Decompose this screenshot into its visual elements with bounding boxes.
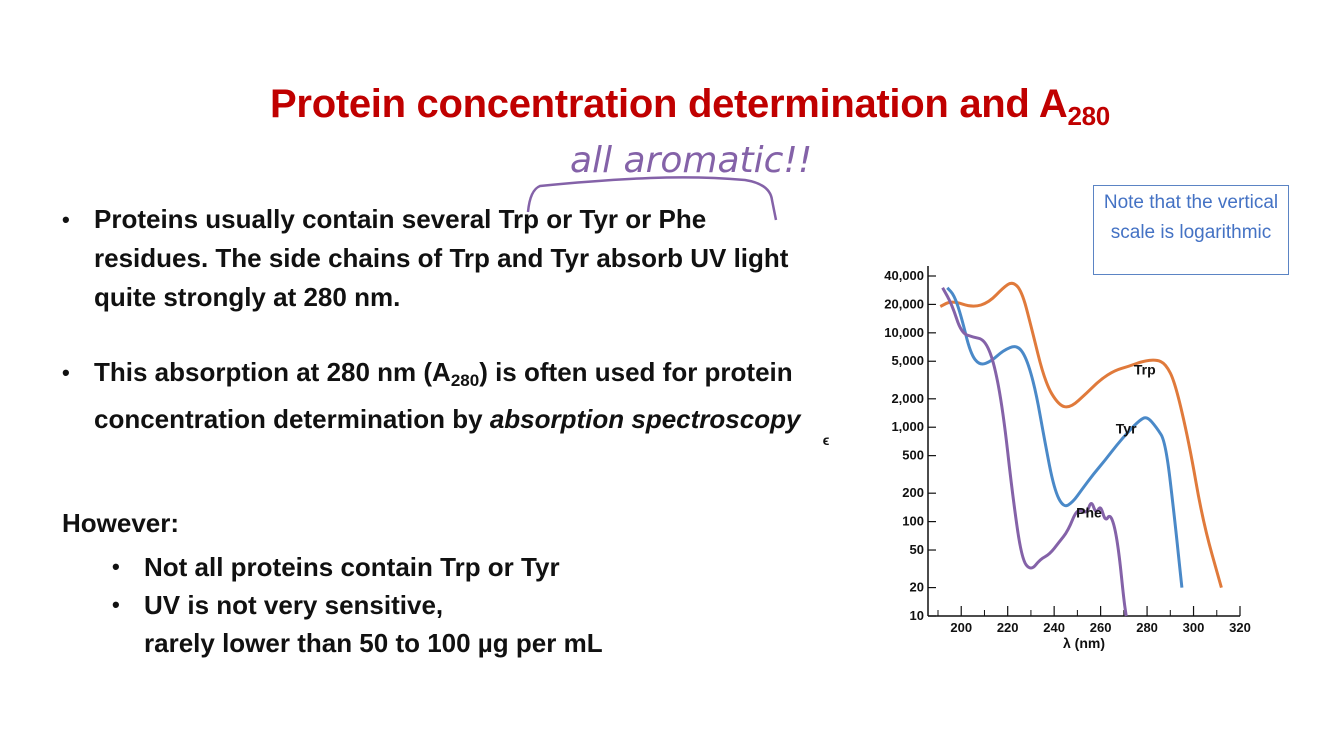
y-tick-label: 200	[902, 485, 924, 500]
bullet-dot-icon: •	[62, 207, 70, 232]
sub-bullet-list: • Not all proteins contain Trp or Tyr • …	[112, 548, 603, 662]
y-tick-label: 1,000	[891, 419, 924, 434]
x-tick-label: 200	[950, 620, 972, 635]
curve-label-trp: Trp	[1134, 362, 1156, 378]
x-tick-label: 300	[1183, 620, 1205, 635]
bullet-text: Proteins usually contain several Trp or …	[94, 204, 789, 312]
bullet-dot-icon: •	[112, 554, 120, 579]
sub-bullet-text: UV is not very sensitive,	[144, 590, 444, 620]
bullet-list: • Proteins usually contain several Trp o…	[62, 200, 822, 439]
y-axis-title: ϵ	[823, 432, 830, 448]
bullet-subscript: 280	[450, 371, 480, 390]
y-tick-label: 20,000	[884, 296, 924, 311]
x-tick-label: 320	[1229, 620, 1251, 635]
sub-bullet-text: Not all proteins contain Trp or Tyr	[144, 552, 560, 582]
y-tick-label: 500	[902, 448, 924, 463]
series-line-tyr	[946, 286, 1184, 588]
slide-title-subscript: 280	[1067, 101, 1110, 131]
curve-label-phe: Phe	[1076, 505, 1102, 521]
x-axis-title: λ (nm)	[1063, 635, 1105, 651]
series-line-phe	[941, 287, 1128, 617]
y-tick-label: 20	[910, 580, 924, 595]
y-tick-label: 40,000	[884, 268, 924, 283]
bullet-dot-icon: •	[112, 592, 120, 617]
chart-labels: Trp Tyr Phe	[1076, 362, 1155, 521]
absorbance-chart: 10 20 50 100 200 500 1,000 2,000 5,000 10,000 20,0…	[823, 266, 1251, 651]
handwritten-note-text: all aromatic!!	[570, 140, 812, 181]
bullet-italic-text: absorption spectroscopy	[489, 404, 801, 434]
x-tick-label: 280	[1136, 620, 1158, 635]
chart-axes: 10 20 50 100 200 500 1,000 2,000 5,000 10,000 20,0…	[823, 266, 1251, 651]
sub-bullet-item: • UV is not very sensitive, rarely lower…	[112, 586, 603, 662]
y-tick-label: 10	[910, 608, 924, 623]
series-line-trp	[939, 281, 1223, 589]
bullet-dot-icon: •	[62, 360, 70, 385]
slide-title: Protein concentration determination and …	[0, 82, 1334, 132]
y-tick-label: 2,000	[891, 391, 924, 406]
x-tick-label: 260	[1090, 620, 1112, 635]
x-tick-label: 220	[997, 620, 1019, 635]
y-tick-label: 5,000	[891, 353, 924, 368]
y-tick-label: 100	[902, 514, 924, 529]
note-text: Note that the vertical scale is logarith…	[1103, 192, 1279, 243]
however-label: However:	[62, 508, 180, 538]
bullet-text-part1: This absorption at 280 nm (A	[94, 357, 451, 387]
slide-title-text: Protein concentration determination and …	[270, 82, 1068, 126]
bullet-item: • Proteins usually contain several Trp o…	[62, 200, 822, 317]
note-box: Note that the vertical scale is logarith…	[1093, 185, 1289, 275]
handwritten-bracket	[526, 176, 778, 221]
x-tick-label: 240	[1043, 620, 1065, 635]
y-tick-label: 10,000	[884, 325, 924, 340]
curve-label-tyr: Tyr	[1116, 420, 1137, 436]
y-tick-label: 50	[910, 542, 924, 557]
bullet-text-part2: ) is often used for protein concentratio…	[94, 357, 793, 434]
bullet-item: • This absorption at 280 nm (A280) is of…	[62, 353, 822, 439]
chart-series	[939, 281, 1223, 617]
sub-bullet-item: • Not all proteins contain Trp or Tyr	[112, 548, 603, 586]
sub-bullet-text-line2: rarely lower than 50 to 100 µg per mL	[144, 628, 603, 658]
